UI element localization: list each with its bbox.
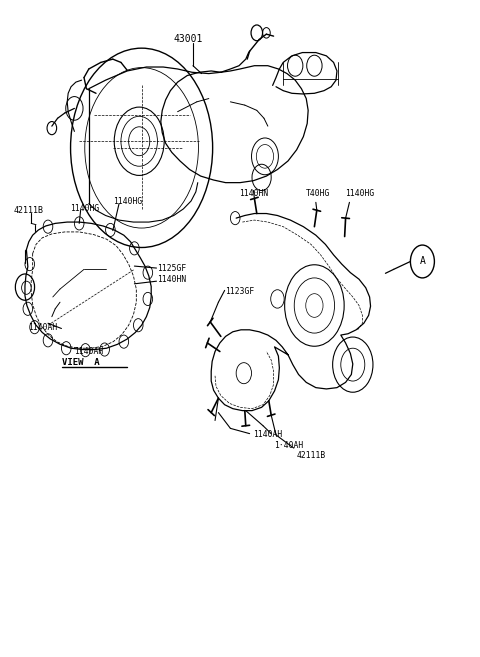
Text: 1140HG: 1140HG bbox=[113, 196, 142, 206]
Text: 1140HN: 1140HN bbox=[157, 275, 187, 284]
Text: A: A bbox=[420, 256, 425, 267]
Text: 1140HG: 1140HG bbox=[345, 189, 374, 198]
Text: VIEW  A: VIEW A bbox=[62, 358, 100, 367]
Text: 42111B: 42111B bbox=[13, 206, 43, 215]
Text: 1140AH: 1140AH bbox=[253, 430, 283, 440]
Text: 1123GF: 1123GF bbox=[225, 287, 254, 296]
Text: 1125GF: 1125GF bbox=[157, 263, 187, 273]
Text: 1140HN: 1140HN bbox=[239, 189, 268, 198]
Text: 1140AH: 1140AH bbox=[28, 323, 57, 332]
Text: 43001: 43001 bbox=[174, 34, 203, 45]
Text: 42111B: 42111B bbox=[297, 451, 326, 461]
Text: 1140AH: 1140AH bbox=[74, 347, 104, 356]
Text: 1·40AH: 1·40AH bbox=[275, 441, 304, 450]
Text: 1140HG: 1140HG bbox=[70, 204, 99, 214]
Text: T40HG: T40HG bbox=[306, 189, 331, 198]
